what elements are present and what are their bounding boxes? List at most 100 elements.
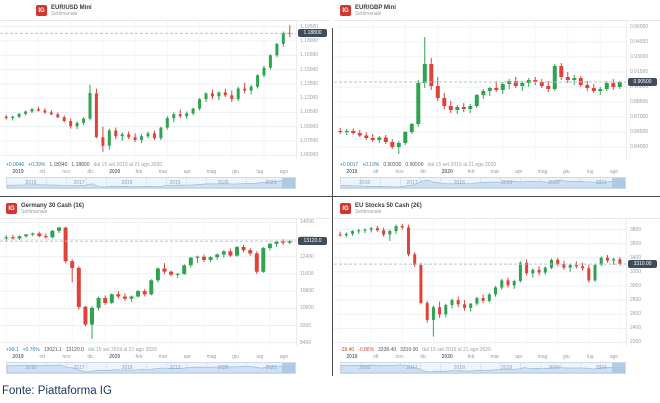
- time-axis[interactable]: 2019 ott nov dic 2020 feb mar apr mag giu lug ago: [334, 353, 660, 361]
- navigator-scrollbar[interactable]: 2016 2017 2018 2019 2020 2021: [6, 177, 296, 189]
- time-tick-label: apr: [183, 354, 191, 360]
- candle: [552, 66, 557, 89]
- candle: [444, 305, 448, 315]
- chart-title: Germany 30 Cash (1€): [21, 202, 85, 209]
- candle: [494, 88, 499, 90]
- legend-item: +0.19%: [362, 162, 380, 168]
- navigator-preview-svg: [341, 364, 625, 373]
- candlestick-svg: [334, 219, 626, 346]
- candle: [63, 227, 68, 262]
- plot-area[interactable]: [334, 21, 626, 161]
- candle: [474, 95, 479, 106]
- candle: [468, 106, 473, 109]
- navigator-year-label: 2019: [501, 180, 513, 186]
- candle: [281, 32, 285, 44]
- candle: [344, 131, 349, 132]
- price-axis[interactable]: 0.90500 0.96000 0.94500 0.93000 0.91500 0.90…: [626, 21, 660, 161]
- candle: [413, 254, 417, 265]
- candle: [49, 112, 53, 115]
- price-axis[interactable]: 13120.0 14000132001240011600108001000092…: [296, 219, 330, 346]
- candle: [357, 230, 361, 232]
- candle: [4, 116, 8, 119]
- navigator-scrollbar[interactable]: 2016 2017 2018 2019 2020 2021: [340, 177, 626, 189]
- navigator-year-label: 2017: [406, 180, 418, 186]
- time-axis[interactable]: 2019 ott nov dic 2020 feb mar apr mag giu lug ago: [0, 168, 330, 176]
- navigator-handle[interactable]: [282, 178, 295, 188]
- candle: [94, 93, 98, 138]
- navigator-scrollbar[interactable]: 2016 2017 2018 2019 2020 2021: [340, 362, 626, 374]
- legend-item: 3310.00: [400, 347, 419, 353]
- candle: [591, 88, 596, 91]
- price-axis[interactable]: 3310.00 3800 3600 3400 3200 3000 2800 2600 2400…: [626, 219, 660, 346]
- price-tick-label: 1.18000: [300, 38, 319, 44]
- candle: [344, 233, 348, 236]
- time-axis[interactable]: 2019 ott nov dic 2020 feb mar apr mag giu lug ago: [0, 353, 330, 361]
- time-tick-label: ott: [39, 354, 46, 360]
- candle: [75, 122, 79, 127]
- legend-item: 1.18340: [49, 162, 68, 168]
- time-tick-label: mag: [206, 354, 217, 360]
- candle: [370, 138, 375, 140]
- plot-area[interactable]: [0, 21, 296, 161]
- candle: [338, 131, 343, 132]
- legend-item: 13021.1: [43, 347, 62, 353]
- candle: [83, 306, 88, 325]
- candle: [10, 237, 15, 239]
- candle: [565, 77, 570, 80]
- navigator-handle[interactable]: [612, 363, 625, 373]
- candle: [456, 300, 460, 305]
- time-tick-label: ott: [372, 169, 379, 175]
- price-axis[interactable]: 1.18800 1.19500 1.18000 1.16500 1.15000 1.13…: [296, 21, 330, 161]
- candle: [175, 273, 180, 275]
- candle: [275, 43, 279, 56]
- candle: [475, 298, 479, 304]
- candle: [142, 291, 147, 295]
- time-axis[interactable]: 2019 ott nov dic 2020 feb mar apr mag giu lug ago: [334, 168, 660, 176]
- candle: [431, 307, 435, 320]
- charts-grid: IG EUR/USD Mini Settimanale 1.18800 1.19…: [0, 4, 660, 376]
- time-tick-label: nov: [62, 354, 71, 360]
- candle: [82, 118, 86, 123]
- candlestick-svg: [334, 21, 626, 161]
- time-tick-label: lug: [586, 169, 594, 175]
- candle: [416, 83, 421, 124]
- navigator-year-label: 2021: [265, 365, 277, 371]
- candle: [221, 251, 226, 255]
- time-tick-label: feb: [135, 169, 143, 175]
- candle: [469, 303, 473, 308]
- candle: [487, 88, 492, 91]
- candle: [618, 259, 622, 265]
- candle: [512, 281, 516, 286]
- candlestick-svg: [0, 219, 296, 346]
- candle: [419, 264, 423, 303]
- candle: [195, 256, 200, 258]
- legend-item: dal 15 set 2019 al 21 ago 2020: [422, 347, 491, 353]
- candle: [364, 135, 369, 138]
- time-tick-label: mag: [206, 169, 217, 175]
- candle: [149, 280, 154, 295]
- ig-logo-icon: IG: [6, 203, 17, 214]
- plot-area[interactable]: [334, 219, 626, 346]
- navigator-handle[interactable]: [282, 363, 295, 373]
- candle: [261, 248, 266, 272]
- candle: [36, 109, 40, 111]
- candle: [103, 298, 108, 303]
- candle: [165, 118, 169, 128]
- navigator-year-label: 2018: [453, 180, 465, 186]
- time-tick-label: lug: [256, 354, 264, 360]
- candle: [62, 117, 66, 121]
- navigator-handle[interactable]: [612, 178, 625, 188]
- time-tick-label: 2019: [12, 354, 24, 360]
- price-tick-label: 1.15000: [300, 66, 319, 73]
- time-tick-label: feb: [467, 354, 475, 360]
- candle: [133, 137, 137, 141]
- candle: [539, 82, 544, 86]
- candle: [76, 267, 81, 307]
- time-tick-label: apr: [183, 169, 191, 175]
- plot-area[interactable]: [0, 219, 296, 346]
- candle: [146, 133, 150, 137]
- candle: [204, 93, 208, 100]
- navigator-scrollbar[interactable]: 2016 2017 2018 2019 2020 2021: [6, 362, 296, 374]
- current-price-label: 13120.0: [298, 237, 327, 246]
- navigator-preview-svg: [7, 179, 295, 188]
